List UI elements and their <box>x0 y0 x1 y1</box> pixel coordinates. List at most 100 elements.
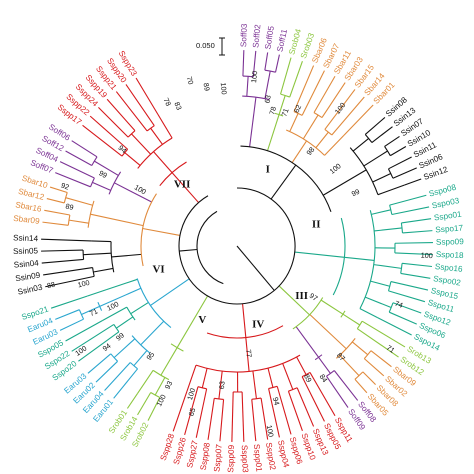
internal-branch <box>318 356 331 374</box>
leaf-branch <box>260 398 269 440</box>
leaf-branch <box>377 317 412 336</box>
group-arc <box>97 301 103 311</box>
leaf-label: Sspp08 <box>199 442 212 471</box>
internal-branch <box>157 113 173 139</box>
clade-label: VI <box>152 264 164 276</box>
leaf-branch <box>95 360 118 383</box>
clade-stem <box>153 151 173 173</box>
node-arc <box>384 146 391 156</box>
node-arc <box>363 350 372 360</box>
internal-branch <box>373 264 402 269</box>
backbone-branch <box>142 227 181 236</box>
bootstrap-value: 89 <box>302 373 314 384</box>
internal-branch <box>201 368 208 388</box>
leaf-branch <box>42 221 69 226</box>
bootstrap-value: 88 <box>46 280 56 290</box>
bootstrap-value: 98 <box>304 145 316 157</box>
leaf-branch <box>370 350 392 368</box>
internal-branch <box>154 377 166 396</box>
internal-branch <box>377 184 405 196</box>
internal-branch <box>133 350 148 367</box>
bootstrap-value: 100 <box>105 299 120 312</box>
bootstrap-value: 99 <box>97 168 108 180</box>
node-arc <box>400 263 403 274</box>
leaf-branch <box>321 82 346 118</box>
node-arc <box>354 371 364 380</box>
clade-label: V <box>198 314 206 326</box>
internal-branch <box>339 354 360 377</box>
leaf-branch <box>207 398 215 440</box>
leaf-branch <box>44 209 70 216</box>
internal-branch <box>342 313 361 326</box>
backbone-branch <box>270 164 297 200</box>
internal-branch <box>102 306 128 322</box>
leaf-label: Sbar16 <box>15 200 43 214</box>
bootstrap-value: 100 <box>249 70 259 83</box>
leaf-branch <box>71 323 115 352</box>
bootstrap-value: 63 <box>262 94 272 104</box>
leaf-label: Soff05 <box>263 25 276 50</box>
internal-branch <box>93 267 114 273</box>
leaf-branch <box>354 378 368 394</box>
node-arc <box>288 387 298 392</box>
clade-stem <box>322 169 367 196</box>
leaf-label: Ssin09 <box>15 271 42 284</box>
leaf-branch <box>45 275 95 288</box>
leaf-branch <box>293 65 315 112</box>
internal-branch <box>351 341 369 356</box>
clade-label: IV <box>252 319 264 331</box>
leaf-branch <box>364 116 386 135</box>
bootstrap-value: 78 <box>162 96 174 107</box>
leaf-branch <box>309 372 336 417</box>
group-arc <box>87 200 95 228</box>
leaf-branch <box>394 242 433 244</box>
leaf-branch <box>195 388 208 438</box>
internal-branch <box>289 113 299 132</box>
internal-branch <box>364 296 392 309</box>
leaf-label: Soff02 <box>251 24 262 49</box>
bootstrap-value: 70 <box>185 75 196 85</box>
leaf-branch <box>363 358 385 377</box>
leaf-branch <box>296 387 315 427</box>
leaf-branch <box>392 167 417 179</box>
backbone-branch <box>150 278 190 306</box>
internal-branch <box>302 114 319 140</box>
clade-label: I <box>266 164 270 176</box>
internal-branch <box>324 134 345 156</box>
bootstrap-value: 89 <box>65 201 75 212</box>
bootstrap-value: 99 <box>114 331 126 343</box>
internal-branch <box>81 305 100 315</box>
leaf-branch <box>390 281 429 291</box>
clade-arc <box>140 193 157 267</box>
leaf-branch <box>89 115 129 150</box>
internal-branch <box>359 308 379 319</box>
backbone-arc <box>236 187 296 297</box>
leaf-branch <box>357 328 399 358</box>
internal-branch <box>267 367 274 388</box>
bootstrap-value: 78 <box>267 106 278 116</box>
internal-branch <box>137 370 154 394</box>
node-arc <box>92 267 95 277</box>
leaf-branch <box>59 318 84 331</box>
bootstrap-value: 92 <box>60 181 70 192</box>
leaf-branch <box>241 391 245 442</box>
leaf-label: Soff03 <box>239 23 249 47</box>
group-arc <box>349 147 379 195</box>
leaf-branch <box>65 150 93 167</box>
group-arc <box>110 241 115 273</box>
internal-branch <box>363 150 388 167</box>
leaf-branch <box>388 290 426 303</box>
leaf-branch <box>289 61 303 98</box>
bootstrap-value: 63 <box>217 381 227 390</box>
leaf-label: Sbar12 <box>17 187 45 202</box>
bootstrap-value: 94 <box>271 396 282 406</box>
bootstrap-value: 100 <box>421 251 433 261</box>
internal-branch <box>315 131 329 149</box>
node-arc <box>214 397 224 400</box>
leaf-branch <box>402 262 432 268</box>
bootstrap-value: 83 <box>172 100 183 111</box>
leaf-branch <box>50 295 88 309</box>
leaf-branch <box>49 186 68 193</box>
leaf-branch <box>276 386 292 435</box>
